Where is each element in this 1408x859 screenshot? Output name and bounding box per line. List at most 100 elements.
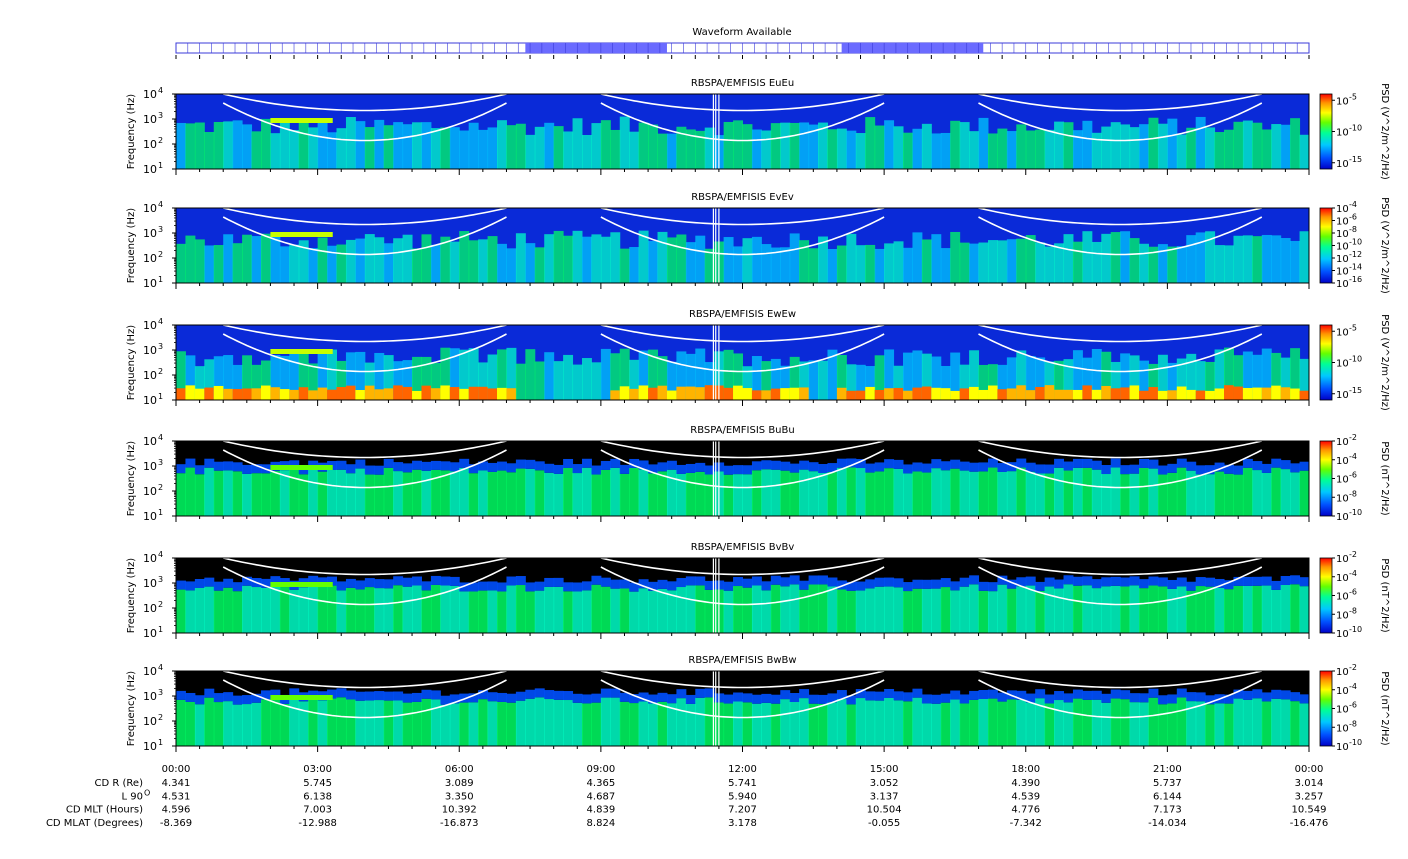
- cyclotron-curve: [978, 440, 1262, 459]
- spectral-cell: [931, 133, 942, 169]
- spectral-cell: [478, 690, 489, 700]
- spectral-cell: [1063, 461, 1074, 471]
- ephemeris-value: 4.390: [1011, 778, 1040, 789]
- spectral-cell: [1224, 245, 1234, 283]
- spectral-cell: [733, 692, 743, 702]
- colorbar: 10-210-410-610-810-10 PSD (nT^2/Hz): [1319, 550, 1390, 640]
- spectral-cell: [279, 703, 290, 746]
- spectral-cell: [884, 468, 895, 516]
- spectral-cell: [865, 117, 876, 169]
- spectral-cell: [1072, 585, 1083, 633]
- spectral-cell: [997, 692, 1008, 702]
- spectral-cell: [383, 125, 394, 169]
- y-tick-label: 10: [143, 665, 157, 678]
- spectral-cell: [1167, 118, 1178, 169]
- spectral-cell: [374, 352, 385, 400]
- spectral-cell: [836, 467, 847, 516]
- spectral-cell: [515, 363, 526, 400]
- spectral-cell: [213, 470, 224, 516]
- spectral-cell: [638, 588, 649, 633]
- spectral-cell: [459, 231, 470, 283]
- spectral-cell: [969, 471, 980, 516]
- spectral-cell: [421, 385, 432, 400]
- spectral-cell: [1025, 471, 1036, 516]
- colorbar-tick-label: 10: [1336, 359, 1349, 370]
- spectral-cell: [780, 586, 791, 633]
- spectral-cell: [855, 133, 866, 169]
- spectral-cell: [1035, 581, 1046, 591]
- spectral-cell: [289, 697, 300, 746]
- spectral-cell: [940, 461, 951, 471]
- spectral-cell: [761, 590, 772, 633]
- spectral-cell: [1035, 590, 1046, 633]
- spectral-cell: [761, 469, 772, 516]
- spectral-cell: [232, 471, 243, 516]
- cyclotron-curve: [600, 566, 885, 606]
- spectral-cell: [1148, 697, 1159, 746]
- spectral-cell: [383, 243, 394, 283]
- spectral-cell: [251, 464, 262, 474]
- colorbar-tick-label: 10: [1336, 629, 1349, 640]
- spectral-cell: [1054, 691, 1065, 701]
- colorbar-tick-exponent: -10: [1349, 508, 1362, 517]
- spectral-cell: [676, 126, 687, 169]
- spectral-cell: [723, 694, 734, 704]
- spectral-cell: [270, 470, 281, 516]
- spectral-cell: [997, 584, 1008, 633]
- spectral-cell: [251, 364, 262, 400]
- spectral-cell: [487, 462, 498, 472]
- spectral-cell: [1271, 352, 1282, 400]
- spectral-cell: [733, 701, 743, 746]
- spectral-cell: [553, 126, 564, 169]
- spectral-cell: [865, 244, 876, 283]
- spectral-cell: [563, 354, 574, 400]
- spectral-cell: [1054, 579, 1065, 589]
- ephemeris-value: 3.350: [445, 791, 474, 802]
- spectral-cell: [912, 462, 923, 472]
- colorbar-tick-label: 10: [1336, 279, 1349, 290]
- spectral-cell: [1006, 699, 1017, 746]
- spectral-cell: [317, 387, 328, 400]
- ephemeris-value: -0.055: [868, 818, 900, 829]
- y-tick-label: 10: [143, 227, 157, 240]
- spectral-cell: [789, 702, 800, 746]
- spectral-cell: [1110, 689, 1121, 699]
- spectral-cell: [345, 587, 356, 633]
- spectral-cell: [1091, 348, 1102, 400]
- spectral-cell: [251, 702, 262, 746]
- panel-title: RBSPA/EMFISIS BvBv: [691, 542, 795, 553]
- spectral-cell: [874, 248, 885, 283]
- spectral-cell: [242, 464, 253, 474]
- y-tick-label: 10: [143, 394, 157, 407]
- spectral-cell: [1101, 577, 1112, 587]
- spectral-cell: [336, 469, 347, 516]
- spectral-cell: [1224, 589, 1234, 633]
- spectral-cell: [298, 351, 309, 400]
- spectral-cell: [374, 119, 385, 169]
- spectral-cell: [855, 245, 866, 283]
- spectral-cell: [1157, 695, 1168, 705]
- spectral-cell: [912, 697, 923, 746]
- spectral-cell: [610, 390, 621, 400]
- spectral-cell: [969, 131, 980, 169]
- spectral-cell: [1261, 576, 1272, 586]
- spectral-cell: [827, 586, 838, 633]
- spectral-cell: [232, 364, 243, 400]
- spectral-cell: [676, 473, 687, 516]
- spectral-cell: [931, 579, 942, 589]
- spectral-cell: [610, 467, 621, 516]
- spectral-cell: [185, 235, 196, 283]
- cyclotron-curve: [978, 449, 1263, 489]
- spectral-cell: [468, 464, 479, 474]
- spectral-cell: [515, 585, 526, 633]
- spectral-cell: [1139, 588, 1149, 633]
- spectral-cell: [600, 586, 611, 633]
- spectral-cell: [789, 387, 800, 400]
- spectral-cell: [279, 470, 290, 516]
- spectral-cell: [440, 127, 451, 169]
- spectral-cell: [544, 234, 555, 283]
- spectral-cell: [865, 366, 876, 400]
- colorbar-tick-exponent: -4: [1349, 200, 1357, 209]
- colorbar-tick-exponent: -8: [1349, 719, 1357, 728]
